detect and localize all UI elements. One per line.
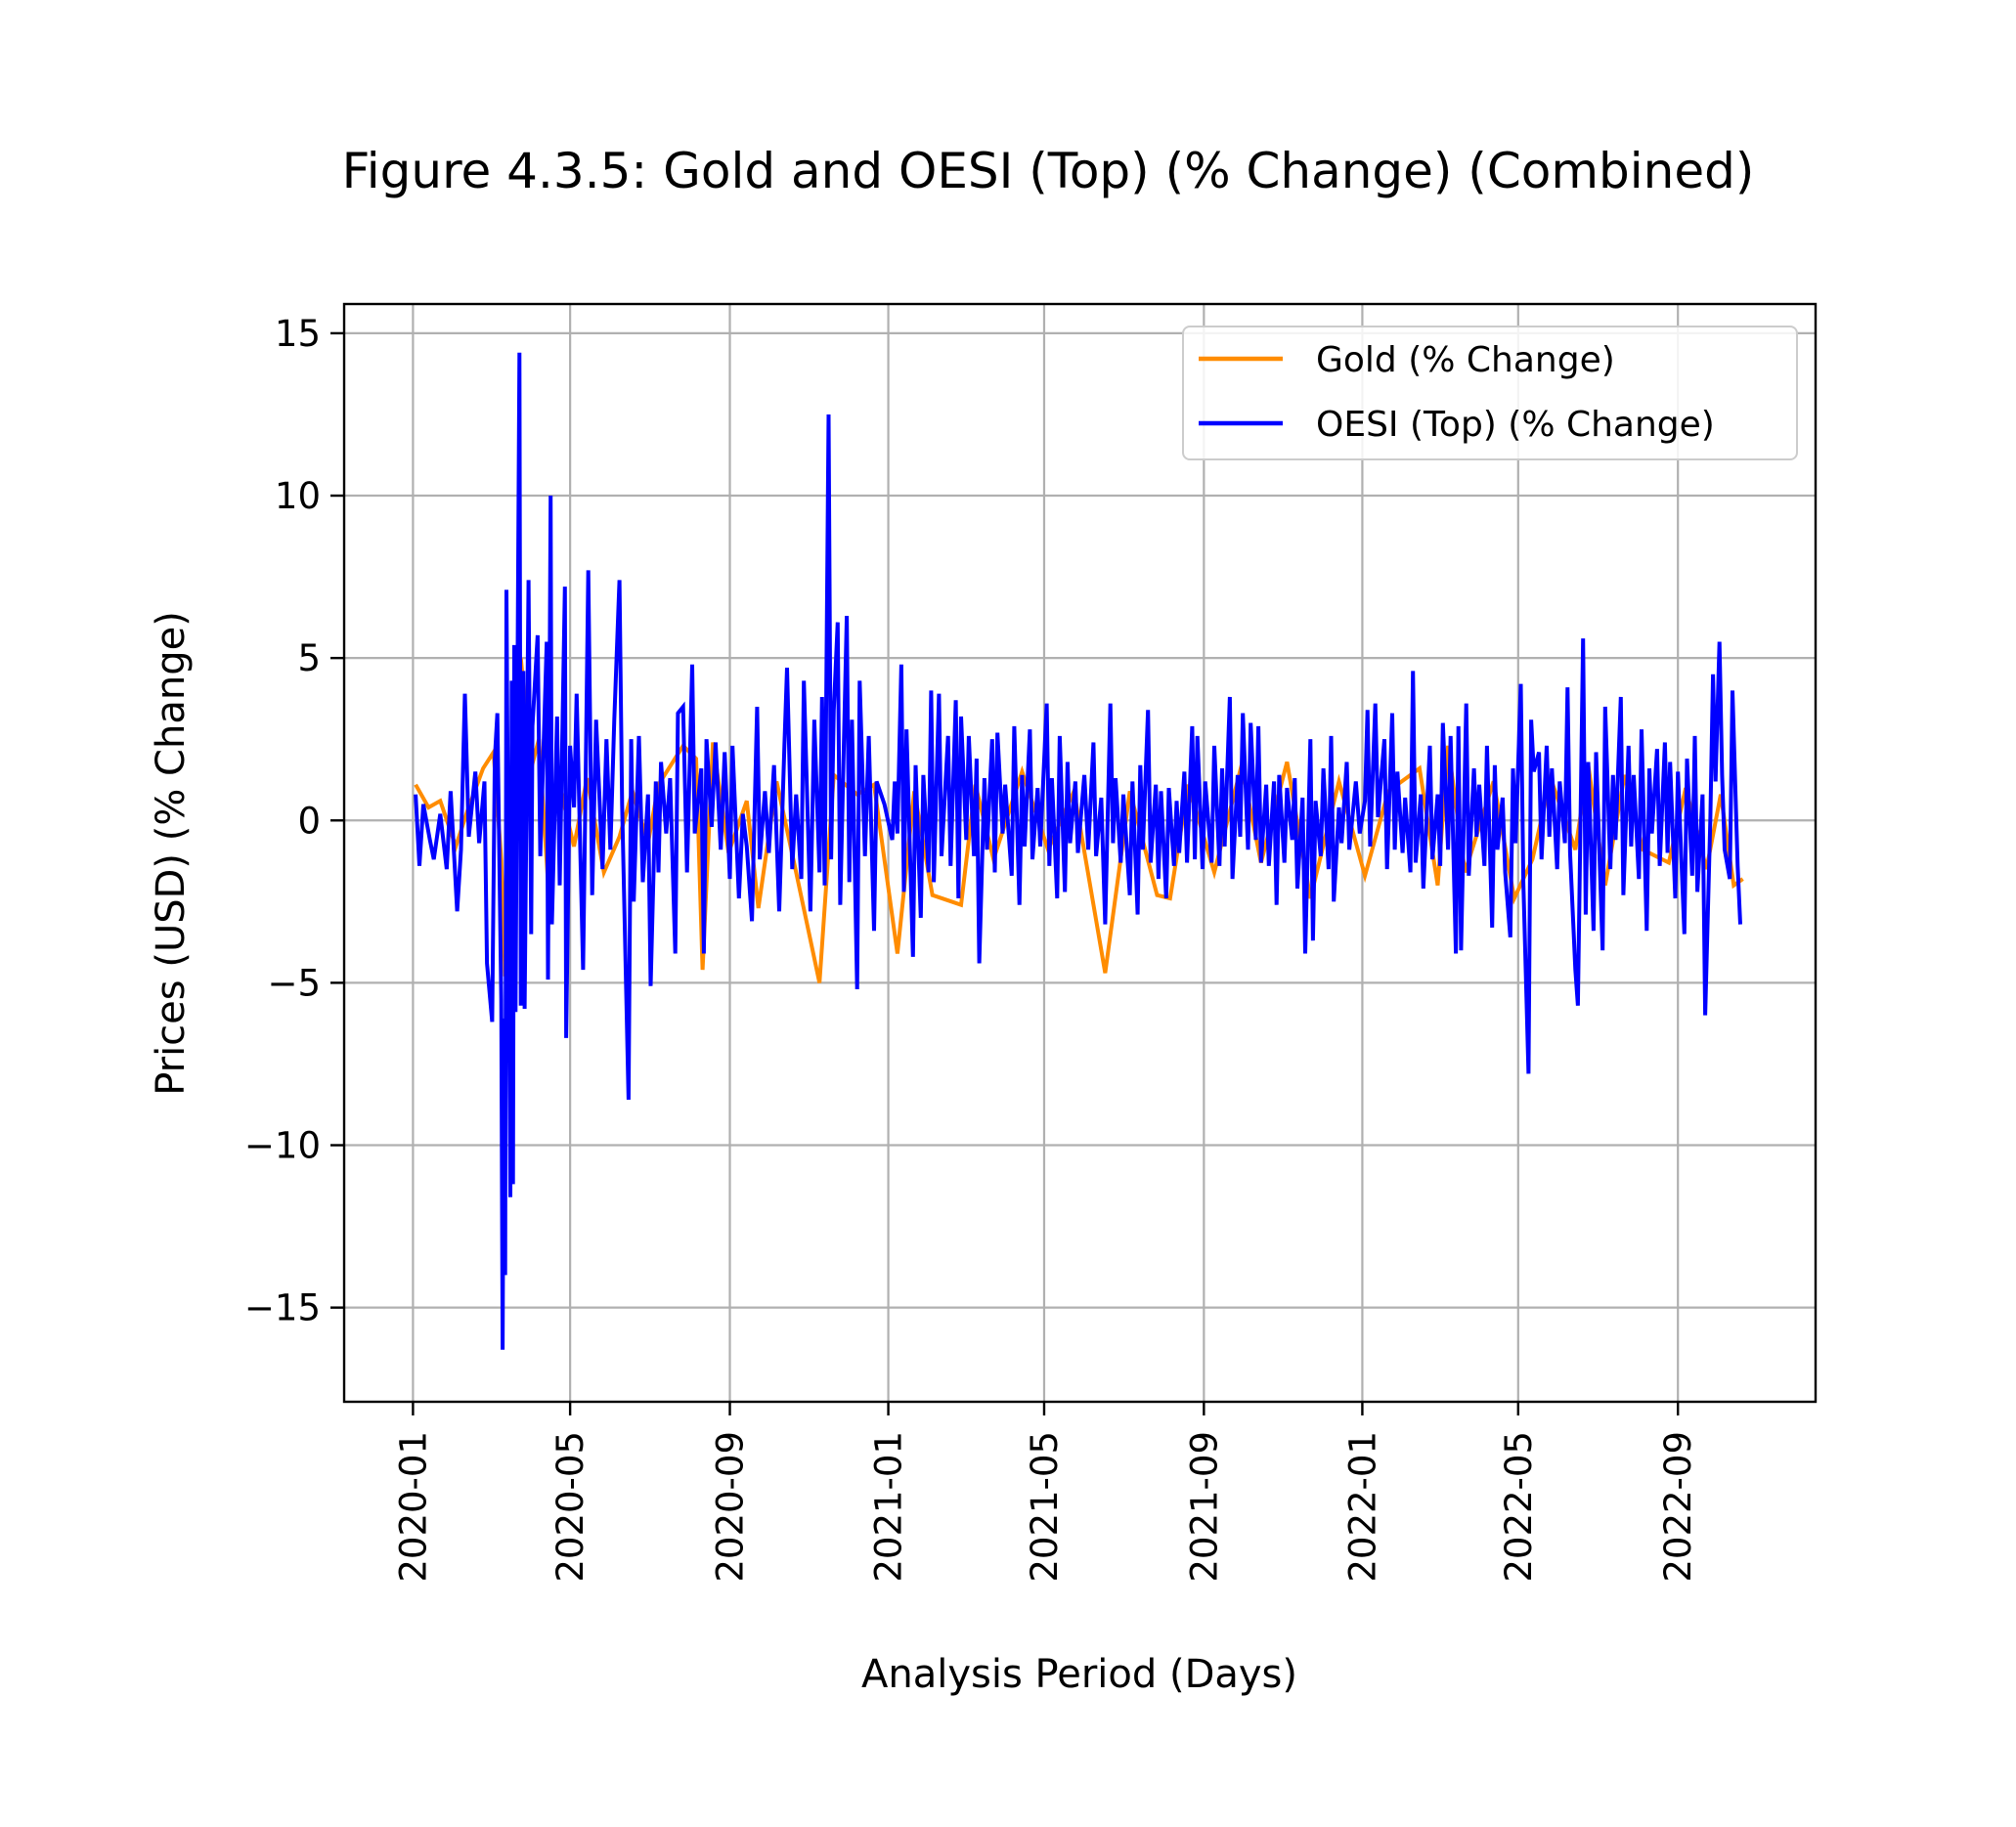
x-tick-label: 2022-09	[1657, 1431, 1699, 1583]
y-tick-label: 15	[275, 313, 321, 355]
x-axis-label: Analysis Period (Days)	[861, 1652, 1297, 1697]
series-layer	[414, 352, 1744, 1350]
gold-series-line	[414, 657, 1744, 983]
x-tick-label: 2021-05	[1024, 1431, 1066, 1583]
x-tick-label: 2020-09	[710, 1431, 752, 1583]
legend-label-oesi: OESI (Top) (% Change)	[1316, 405, 1715, 445]
x-tick-label: 2022-01	[1341, 1431, 1383, 1583]
x-tick-label: 2021-01	[868, 1431, 910, 1583]
y-tick-label: 5	[297, 637, 321, 679]
x-tick-label: 2022-05	[1498, 1431, 1540, 1583]
plot-area-frame	[342, 302, 1818, 1404]
legend-label-gold: Gold (% Change)	[1316, 340, 1615, 380]
x-tick-label: 2020-01	[392, 1431, 434, 1583]
legend-box	[1182, 326, 1798, 460]
y-tick-label: 10	[275, 475, 321, 517]
legend: Gold (% Change) OESI (Top) (% Change)	[1182, 326, 1798, 460]
x-tick-label: 2021-09	[1183, 1431, 1225, 1583]
x-tick-label: 2020-05	[549, 1431, 592, 1583]
oesi-series-line	[414, 352, 1742, 1350]
y-tick-label: 0	[297, 800, 321, 842]
y-tick-label: −10	[244, 1125, 321, 1167]
y-axis-ticks: −15 −10 −5 0 5 10 15	[244, 313, 344, 1329]
x-axis-ticks: 2020-01 2020-05 2020-09 2021-01 2021-05 2021-…	[392, 1402, 1699, 1583]
y-axis-label: Prices (USD) (% Change)	[149, 611, 194, 1096]
y-tick-label: −15	[244, 1287, 321, 1329]
y-tick-label: −5	[267, 962, 321, 1004]
chart-title: Figure 4.3.5: Gold and OESI (Top) (% Cha…	[342, 143, 1755, 199]
